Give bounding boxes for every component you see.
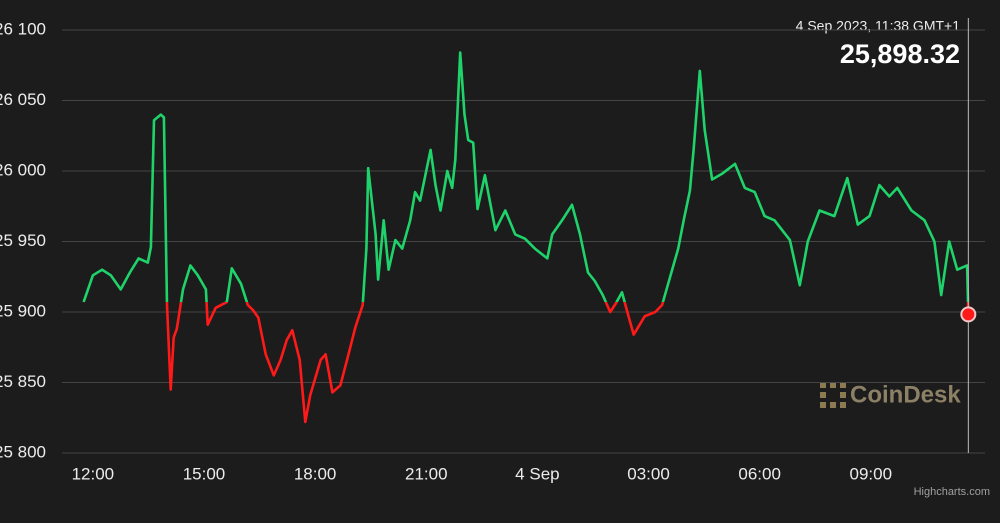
x-tick-label: 06:00 (738, 464, 781, 483)
y-tick-label: 25 850 (0, 372, 46, 391)
y-tick-label: 25 950 (0, 231, 46, 250)
y-tick-label: 26 100 (0, 19, 46, 38)
watermark-logo (820, 382, 846, 408)
x-tick-label: 15:00 (183, 464, 226, 483)
x-tick-label: 4 Sep (515, 464, 559, 483)
x-tick-label: 03:00 (627, 464, 670, 483)
tooltip-date: 4 Sep 2023, 11:38 GMT+1 (796, 18, 961, 34)
hover-marker (960, 306, 977, 323)
price-line-above (82, 51, 970, 303)
x-tick-label: 12:00 (72, 464, 115, 483)
credits: Highcharts.com (914, 486, 990, 498)
y-tick-label: 26 050 (0, 90, 46, 109)
x-tick-label: 21:00 (405, 464, 448, 483)
price-line-below (83, 302, 970, 424)
tooltip-value: 25,898.32 (840, 39, 960, 69)
x-tick-label: 09:00 (850, 464, 893, 483)
y-tick-label: 25 900 (0, 301, 46, 320)
y-tick-label: 26 000 (0, 160, 46, 179)
watermark: CoinDesk (850, 381, 961, 408)
x-tick-label: 18:00 (294, 464, 337, 483)
y-tick-label: 25 800 (0, 442, 46, 461)
